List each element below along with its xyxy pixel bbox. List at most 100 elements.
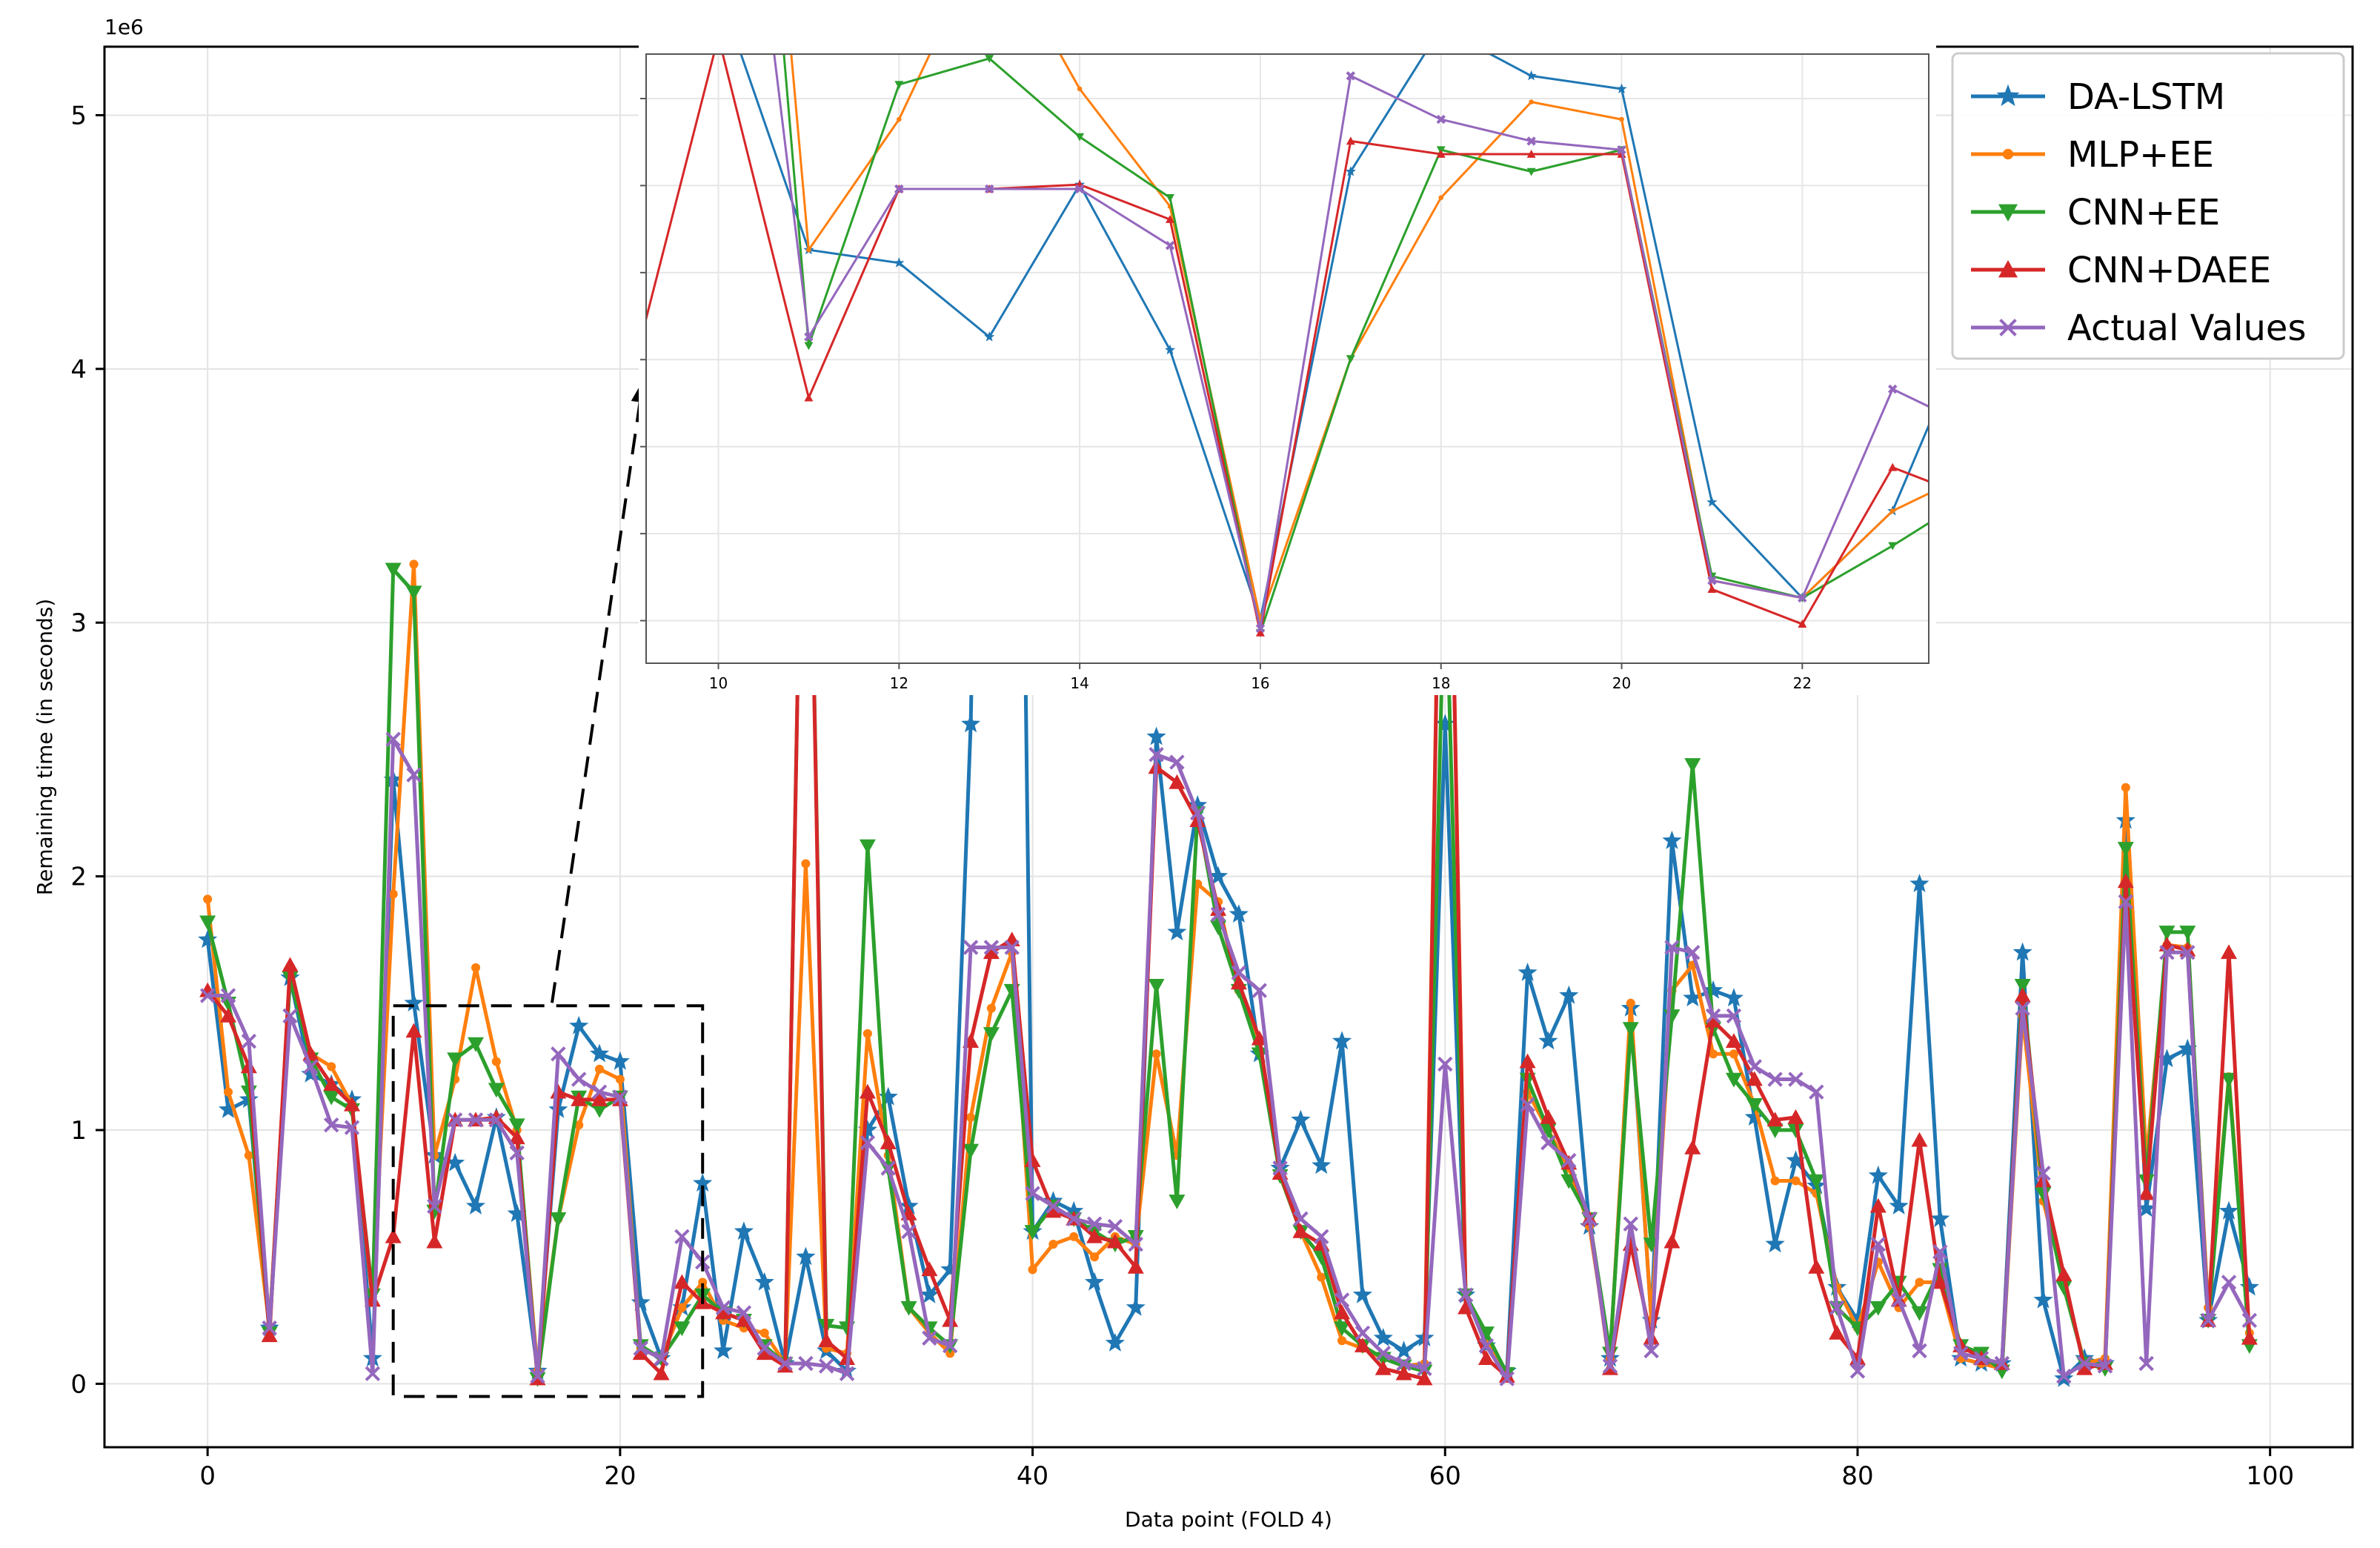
- data-point: [1705, 1008, 1721, 1024]
- data-point: [2200, 1312, 2216, 1329]
- series-actual-values: [199, 731, 2258, 1386]
- data-point: [1786, 1150, 1806, 1169]
- data-point: [715, 1304, 732, 1320]
- inset-data-point: [1798, 593, 1807, 603]
- series-line: [207, 737, 2251, 1381]
- data-point: [323, 1090, 340, 1106]
- data-point: [2136, 1198, 2156, 1218]
- data-point: [591, 1084, 608, 1100]
- legend-label: DA-LSTM: [2067, 76, 2225, 118]
- data-point: [1231, 965, 1247, 980]
- inset-data-point: [2069, 516, 2078, 524]
- inset-data-point: [1798, 619, 1807, 628]
- data-point: [677, 1303, 687, 1312]
- data-point: [901, 1223, 917, 1240]
- inset-data-point: [1165, 241, 1175, 250]
- data-point: [1868, 1165, 1888, 1184]
- inset-data-point: [1706, 496, 1718, 507]
- data-point: [344, 1120, 360, 1135]
- data-point: [818, 1332, 835, 1347]
- y-tick-label: 2: [70, 863, 87, 892]
- data-point: [282, 1008, 298, 1024]
- data-point: [1169, 754, 1185, 770]
- data-point: [1066, 1211, 1082, 1227]
- data-point: [1559, 985, 1579, 1004]
- inset-data-point: [1978, 485, 1987, 494]
- data-point: [1808, 1258, 1825, 1274]
- data-point: [1395, 1365, 1412, 1381]
- inset-data-point: [714, 33, 723, 41]
- data-point: [859, 1083, 876, 1099]
- data-point: [2033, 1289, 2053, 1309]
- data-point: [674, 1321, 691, 1337]
- data-point: [759, 1328, 769, 1338]
- legend-swatch-marker: [1999, 319, 2017, 336]
- data-point: [1540, 1109, 1557, 1124]
- data-point: [839, 1366, 855, 1381]
- inset-data-point: [984, 331, 995, 342]
- data-point: [880, 1160, 896, 1176]
- data-point: [986, 1003, 996, 1013]
- data-point: [1932, 1274, 1949, 1289]
- data-point: [282, 957, 299, 972]
- data-point: [1210, 906, 1226, 923]
- data-point: [1126, 1297, 1146, 1316]
- data-point: [1069, 1232, 1079, 1241]
- data-point: [327, 1062, 336, 1072]
- inset-data-point: [897, 116, 902, 122]
- data-point: [1025, 1186, 1040, 1201]
- data-point: [2221, 1275, 2237, 1290]
- data-point: [404, 993, 424, 1011]
- data-point: [1829, 1300, 1845, 1315]
- inset-data-point: [1436, 150, 1446, 158]
- data-point: [857, 1120, 877, 1139]
- inset-series-actual-values: [773, 54, 1929, 634]
- inset-data-point: [1981, 465, 1986, 470]
- inset-data-point: [533, 485, 542, 494]
- data-point: [1457, 1287, 1474, 1303]
- inset-data-point: [804, 393, 814, 402]
- inset-data-point: [535, 499, 540, 505]
- data-point: [1024, 1225, 1041, 1240]
- data-point: [1396, 1355, 1412, 1372]
- data-point: [615, 1074, 625, 1084]
- data-point: [1788, 1072, 1804, 1087]
- data-point: [1725, 1033, 1742, 1048]
- data-point: [2241, 1312, 2258, 1329]
- data-point: [1209, 866, 1229, 885]
- data-point: [507, 1203, 527, 1223]
- y-axis-label: Remaining time (in seconds): [33, 599, 57, 895]
- data-point: [385, 731, 401, 747]
- data-point: [801, 859, 811, 868]
- data-point: [468, 1112, 484, 1128]
- data-point: [1003, 931, 1020, 947]
- x-tick-label: 60: [1429, 1461, 1461, 1491]
- data-point: [1561, 1152, 1577, 1169]
- data-point: [591, 1103, 608, 1118]
- data-point: [1643, 1343, 1659, 1359]
- legend-swatch-marker: [1998, 260, 2018, 278]
- data-point: [530, 1368, 545, 1384]
- data-point: [1478, 1338, 1495, 1354]
- inset-data-point: [1345, 166, 1356, 176]
- inset-data-point: [2071, 531, 2076, 536]
- inset-data-point: [894, 184, 904, 194]
- y-tick-label: 5: [70, 101, 87, 130]
- x-tick-label: 100: [2246, 1461, 2294, 1491]
- inset-data-point: [533, 494, 542, 502]
- y-offset-label: 1e6: [104, 15, 144, 39]
- data-point: [922, 1330, 937, 1346]
- data-point: [1337, 1336, 1347, 1346]
- y-tick-label: 1: [70, 1116, 87, 1146]
- inset-data-point: [1529, 99, 1534, 104]
- data-point: [2014, 979, 2031, 994]
- data-point: [1602, 1358, 1618, 1374]
- data-point: [1729, 1049, 1739, 1059]
- data-point: [1090, 1252, 1100, 1262]
- inset-x-tick-label: 12: [890, 674, 908, 692]
- data-point: [1808, 1174, 1825, 1189]
- data-point: [1045, 1203, 1062, 1218]
- inset-data-point: [533, 592, 543, 602]
- data-point: [966, 1112, 976, 1122]
- data-point: [1149, 747, 1164, 763]
